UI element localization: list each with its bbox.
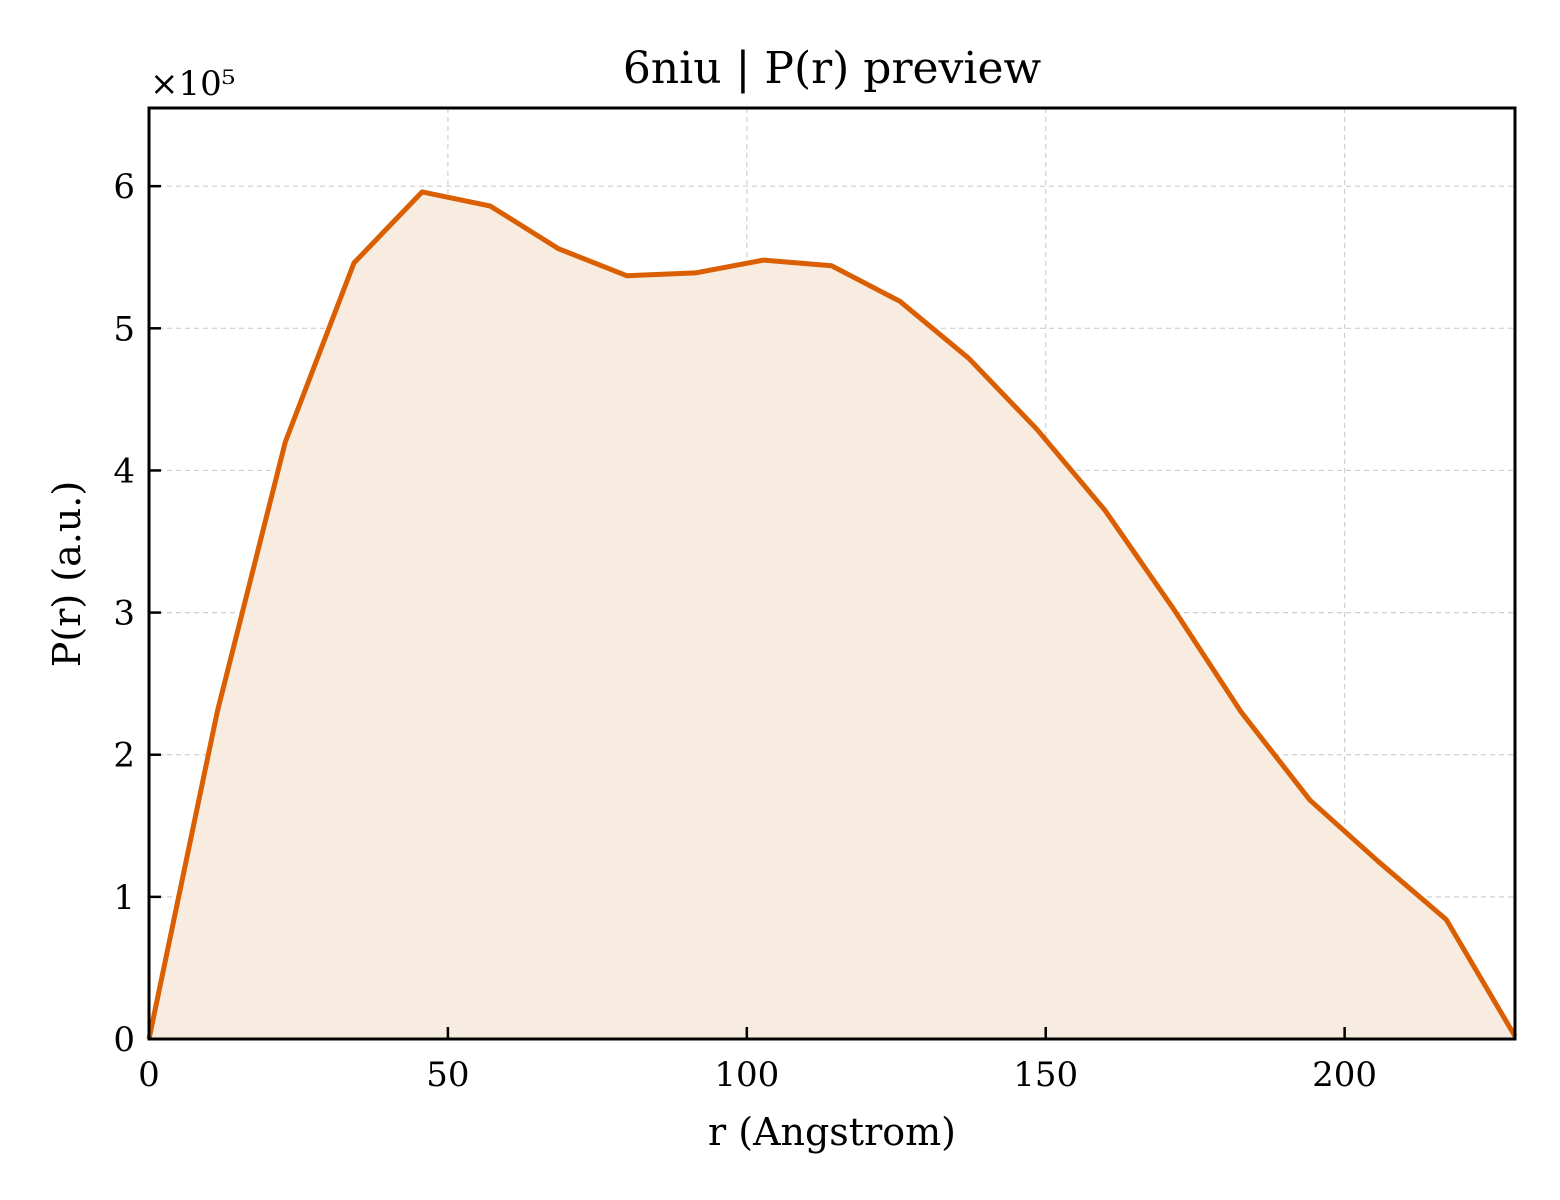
y-tick-label: 6	[113, 167, 135, 207]
y-tick-label: 3	[113, 594, 135, 634]
y-tick-label: 4	[113, 451, 135, 491]
y-tick-label: 5	[113, 309, 135, 349]
area-fill	[149, 191, 1515, 1039]
y-tick-label: 1	[113, 878, 135, 918]
plot-frame	[147, 106, 1517, 1041]
tick-layer: 0 50 100 150 200 0 1 2 3 4 5 6	[113, 167, 1377, 1095]
x-tick-label: 150	[1013, 1055, 1078, 1095]
chart-title: 6niu | P(r) preview	[623, 43, 1042, 94]
x-tick-label: 100	[714, 1055, 779, 1095]
x-tick-label: 50	[426, 1055, 469, 1095]
x-tick-label: 200	[1312, 1055, 1377, 1095]
y-tick-label: 0	[113, 1020, 135, 1060]
x-tick-label: 0	[138, 1055, 160, 1095]
x-axis-label: r (Angstrom)	[708, 1110, 956, 1154]
y-tick-label: 2	[113, 736, 135, 776]
y-axis-offset-label: ×10⁵	[150, 64, 235, 104]
y-axis-label: P(r) (a.u.)	[45, 481, 89, 667]
series-line	[146, 189, 1518, 1040]
